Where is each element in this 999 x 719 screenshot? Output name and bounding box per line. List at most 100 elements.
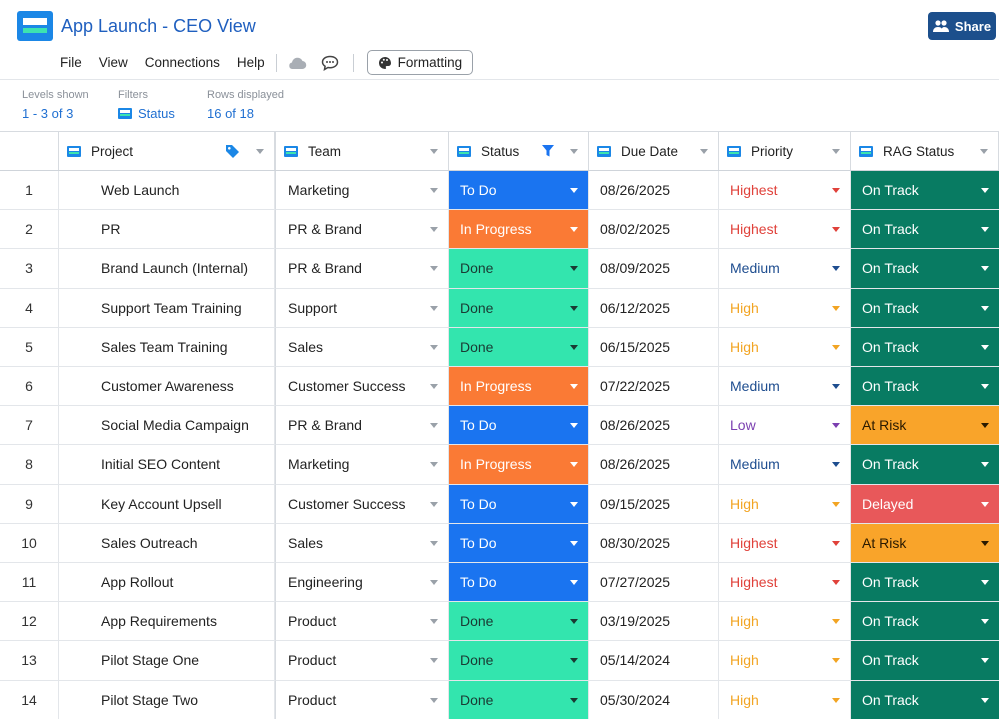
levels-value[interactable]: 1 - 3 of 3 <box>22 106 74 121</box>
cell-status[interactable]: In Progress <box>449 210 589 250</box>
chevron-down-icon[interactable] <box>570 501 578 507</box>
chevron-down-icon[interactable] <box>570 305 578 311</box>
chevron-down-icon[interactable] <box>570 697 578 703</box>
cell-due-date[interactable]: 08/26/2025 <box>589 445 719 485</box>
app-title[interactable]: App Launch - CEO View <box>61 16 256 36</box>
cell-team[interactable]: Engineering <box>275 563 449 603</box>
cell-rag-status[interactable]: On Track <box>851 563 999 603</box>
chevron-down-icon[interactable] <box>980 149 988 154</box>
chevron-down-icon[interactable] <box>981 344 989 350</box>
cell-rag-status[interactable]: On Track <box>851 327 999 367</box>
cell-status[interactable]: To Do <box>449 171 589 211</box>
chevron-down-icon[interactable] <box>430 149 438 154</box>
table-row[interactable]: 12 App Requirements Product Done 03/19/2025 H… <box>0 602 999 642</box>
chevron-down-icon[interactable] <box>430 619 438 625</box>
chevron-down-icon[interactable] <box>832 501 840 507</box>
rows-value[interactable]: 16 of 18 <box>207 106 254 121</box>
cell-due-date[interactable]: 03/19/2025 <box>589 602 719 642</box>
chevron-down-icon[interactable] <box>570 188 578 194</box>
chevron-down-icon[interactable] <box>430 462 438 468</box>
table-row[interactable]: 9 Key Account Upsell Customer Success To Do… <box>0 484 999 524</box>
chevron-down-icon[interactable] <box>832 384 840 390</box>
chevron-down-icon[interactable] <box>832 266 840 272</box>
cell-rag-status[interactable]: On Track <box>851 288 999 328</box>
chevron-down-icon[interactable] <box>832 580 840 586</box>
cell-rag-status[interactable]: On Track <box>851 602 999 642</box>
cell-status[interactable]: In Progress <box>449 445 589 485</box>
cell-due-date[interactable]: 08/30/2025 <box>589 523 719 563</box>
column-header-team[interactable]: Team <box>275 132 449 170</box>
cell-priority[interactable]: High <box>719 641 851 681</box>
chevron-down-icon[interactable] <box>430 501 438 507</box>
filter-icon[interactable] <box>542 145 554 157</box>
chevron-down-icon[interactable] <box>981 501 989 507</box>
table-row[interactable]: 14 Pilot Stage Two Product Done 05/30/2024 Hi… <box>0 680 999 719</box>
cell-due-date[interactable]: 05/14/2024 <box>589 641 719 681</box>
cell-due-date[interactable]: 07/27/2025 <box>589 563 719 603</box>
chevron-down-icon[interactable] <box>256 149 264 154</box>
cell-priority[interactable]: High <box>719 327 851 367</box>
table-row[interactable]: 11 App Rollout Engineering To Do 07/27/2025 H… <box>0 563 999 603</box>
chevron-down-icon[interactable] <box>570 423 578 429</box>
cell-priority[interactable]: Medium <box>719 445 851 485</box>
chevron-down-icon[interactable] <box>570 227 578 233</box>
cell-project[interactable]: Support Team Training <box>59 288 275 328</box>
cell-project[interactable]: Social Media Campaign <box>59 406 275 446</box>
chevron-down-icon[interactable] <box>981 188 989 194</box>
cell-rag-status[interactable]: At Risk <box>851 406 999 446</box>
cell-due-date[interactable]: 05/30/2024 <box>589 680 719 719</box>
cell-team[interactable]: Product <box>275 641 449 681</box>
share-button[interactable]: Share <box>928 12 996 40</box>
table-row[interactable]: 13 Pilot Stage One Product Done 05/14/2024 Hi… <box>0 641 999 681</box>
menu-view[interactable]: View <box>98 55 128 70</box>
chevron-down-icon[interactable] <box>832 540 840 546</box>
cell-rag-status[interactable]: Delayed <box>851 484 999 524</box>
cell-status[interactable]: In Progress <box>449 367 589 407</box>
cell-due-date[interactable]: 08/26/2025 <box>589 171 719 211</box>
cell-status[interactable]: To Do <box>449 406 589 446</box>
chevron-down-icon[interactable] <box>570 619 578 625</box>
table-row[interactable]: 10 Sales Outreach Sales To Do 08/30/2025 High… <box>0 523 999 563</box>
cell-team[interactable]: Product <box>275 680 449 719</box>
cell-due-date[interactable]: 08/02/2025 <box>589 210 719 250</box>
cell-priority[interactable]: Highest <box>719 171 851 211</box>
chevron-down-icon[interactable] <box>430 540 438 546</box>
cell-priority[interactable]: Highest <box>719 523 851 563</box>
comment-icon[interactable] <box>321 55 339 71</box>
chevron-down-icon[interactable] <box>832 462 840 468</box>
cell-due-date[interactable]: 06/15/2025 <box>589 327 719 367</box>
cell-priority[interactable]: Low <box>719 406 851 446</box>
cell-priority[interactable]: High <box>719 602 851 642</box>
menu-help[interactable]: Help <box>236 55 265 70</box>
cell-status[interactable]: Done <box>449 602 589 642</box>
chevron-down-icon[interactable] <box>981 580 989 586</box>
cell-team[interactable]: Support <box>275 288 449 328</box>
cell-project[interactable]: App Rollout <box>59 563 275 603</box>
chevron-down-icon[interactable] <box>430 344 438 350</box>
chevron-down-icon[interactable] <box>832 697 840 703</box>
cloud-sync-icon[interactable] <box>287 56 307 70</box>
column-header-project[interactable]: Project <box>59 132 275 170</box>
cell-project[interactable]: Customer Awareness <box>59 367 275 407</box>
chevron-down-icon[interactable] <box>981 540 989 546</box>
cell-rag-status[interactable]: On Track <box>851 680 999 719</box>
table-row[interactable]: 8 Initial SEO Content Marketing In Progress… <box>0 445 999 485</box>
chevron-down-icon[interactable] <box>832 658 840 664</box>
cell-project[interactable]: Pilot Stage Two <box>59 680 275 719</box>
chevron-down-icon[interactable] <box>430 423 438 429</box>
cell-rag-status[interactable]: On Track <box>851 249 999 289</box>
cell-due-date[interactable]: 06/12/2025 <box>589 288 719 328</box>
chevron-down-icon[interactable] <box>430 227 438 233</box>
chevron-down-icon[interactable] <box>981 384 989 390</box>
cell-project[interactable]: Pilot Stage One <box>59 641 275 681</box>
cell-status[interactable]: Done <box>449 288 589 328</box>
cell-status[interactable]: To Do <box>449 484 589 524</box>
cell-project[interactable]: Sales Team Training <box>59 327 275 367</box>
cell-project[interactable]: Sales Outreach <box>59 523 275 563</box>
cell-team[interactable]: Customer Success <box>275 367 449 407</box>
chevron-down-icon[interactable] <box>570 462 578 468</box>
cell-rag-status[interactable]: On Track <box>851 210 999 250</box>
cell-team[interactable]: Sales <box>275 327 449 367</box>
table-row[interactable]: 5 Sales Team Training Sales Done 06/15/2025 H… <box>0 327 999 367</box>
chevron-down-icon[interactable] <box>981 658 989 664</box>
